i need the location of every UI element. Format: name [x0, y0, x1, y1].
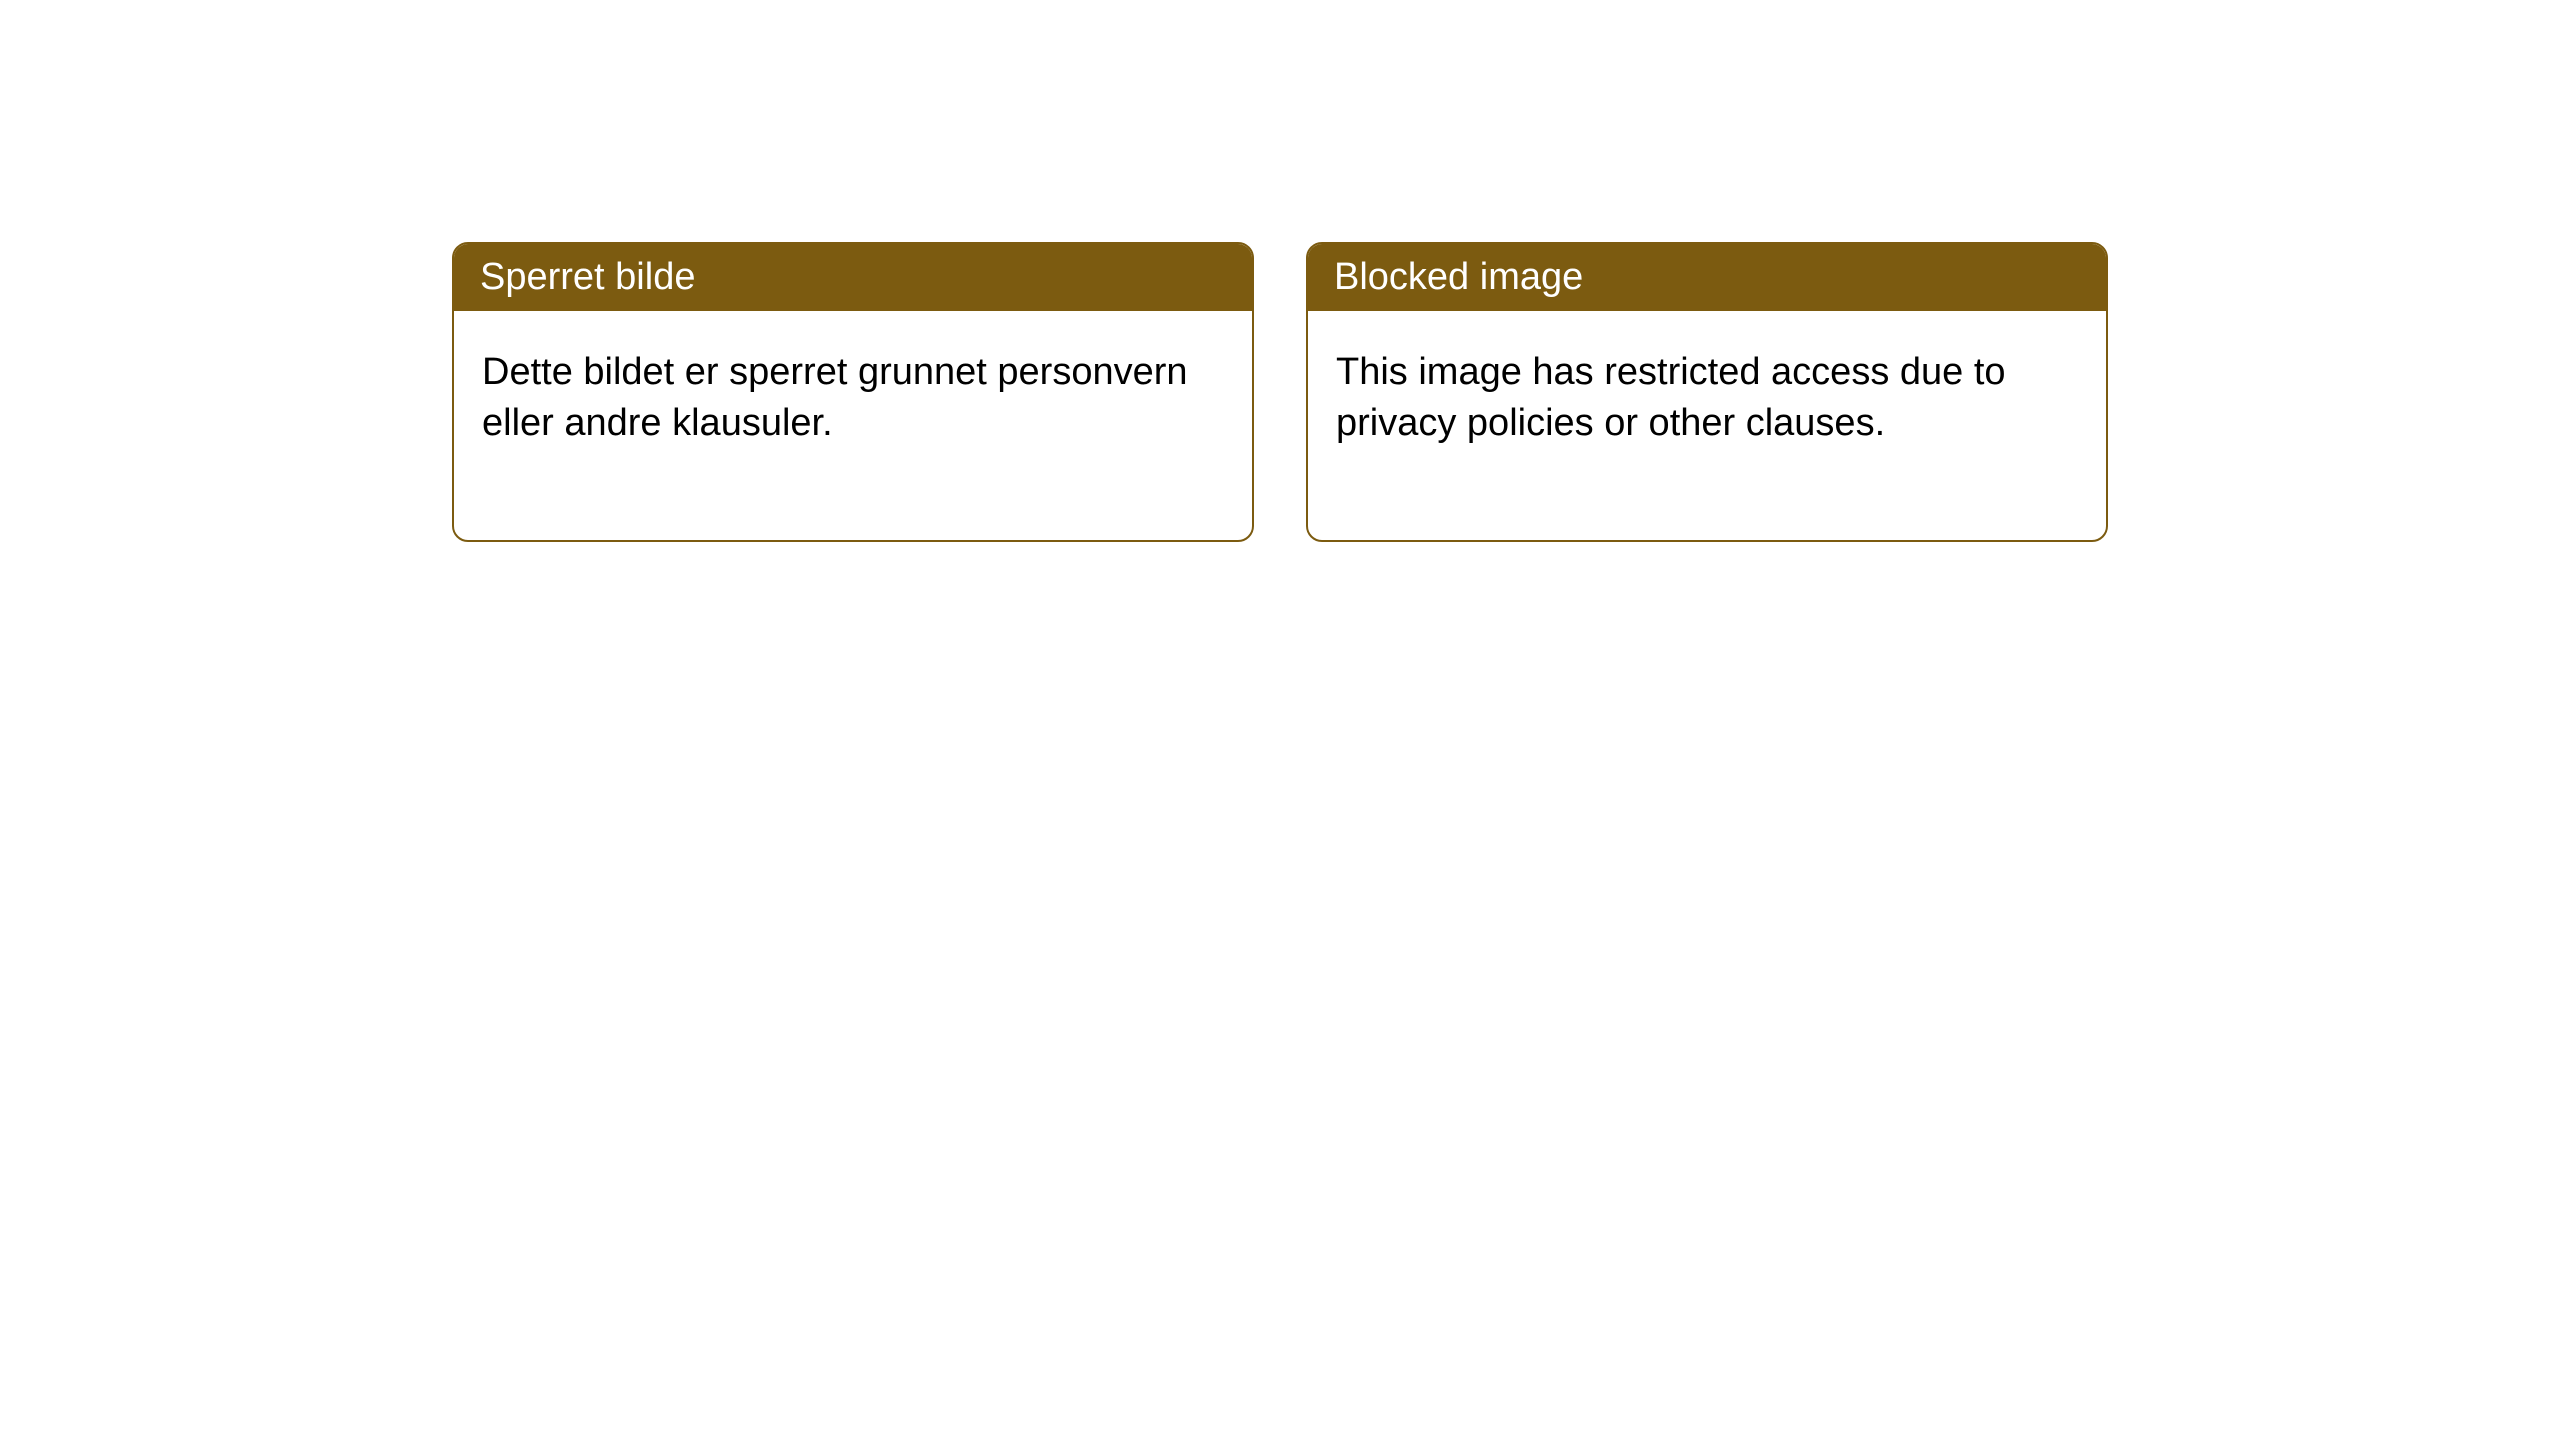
card-body: Dette bildet er sperret grunnet personve…: [454, 311, 1252, 540]
notice-container: Sperret bilde Dette bildet er sperret gr…: [0, 0, 2560, 542]
card-title: Sperret bilde: [480, 256, 695, 298]
card-body: This image has restricted access due to …: [1308, 311, 2106, 540]
card-header: Blocked image: [1308, 244, 2106, 311]
card-title: Blocked image: [1334, 256, 1583, 298]
card-body-text: This image has restricted access due to …: [1336, 351, 2006, 444]
notice-card-english: Blocked image This image has restricted …: [1306, 242, 2108, 542]
card-body-text: Dette bildet er sperret grunnet personve…: [482, 351, 1188, 444]
card-header: Sperret bilde: [454, 244, 1252, 311]
notice-card-norwegian: Sperret bilde Dette bildet er sperret gr…: [452, 242, 1254, 542]
